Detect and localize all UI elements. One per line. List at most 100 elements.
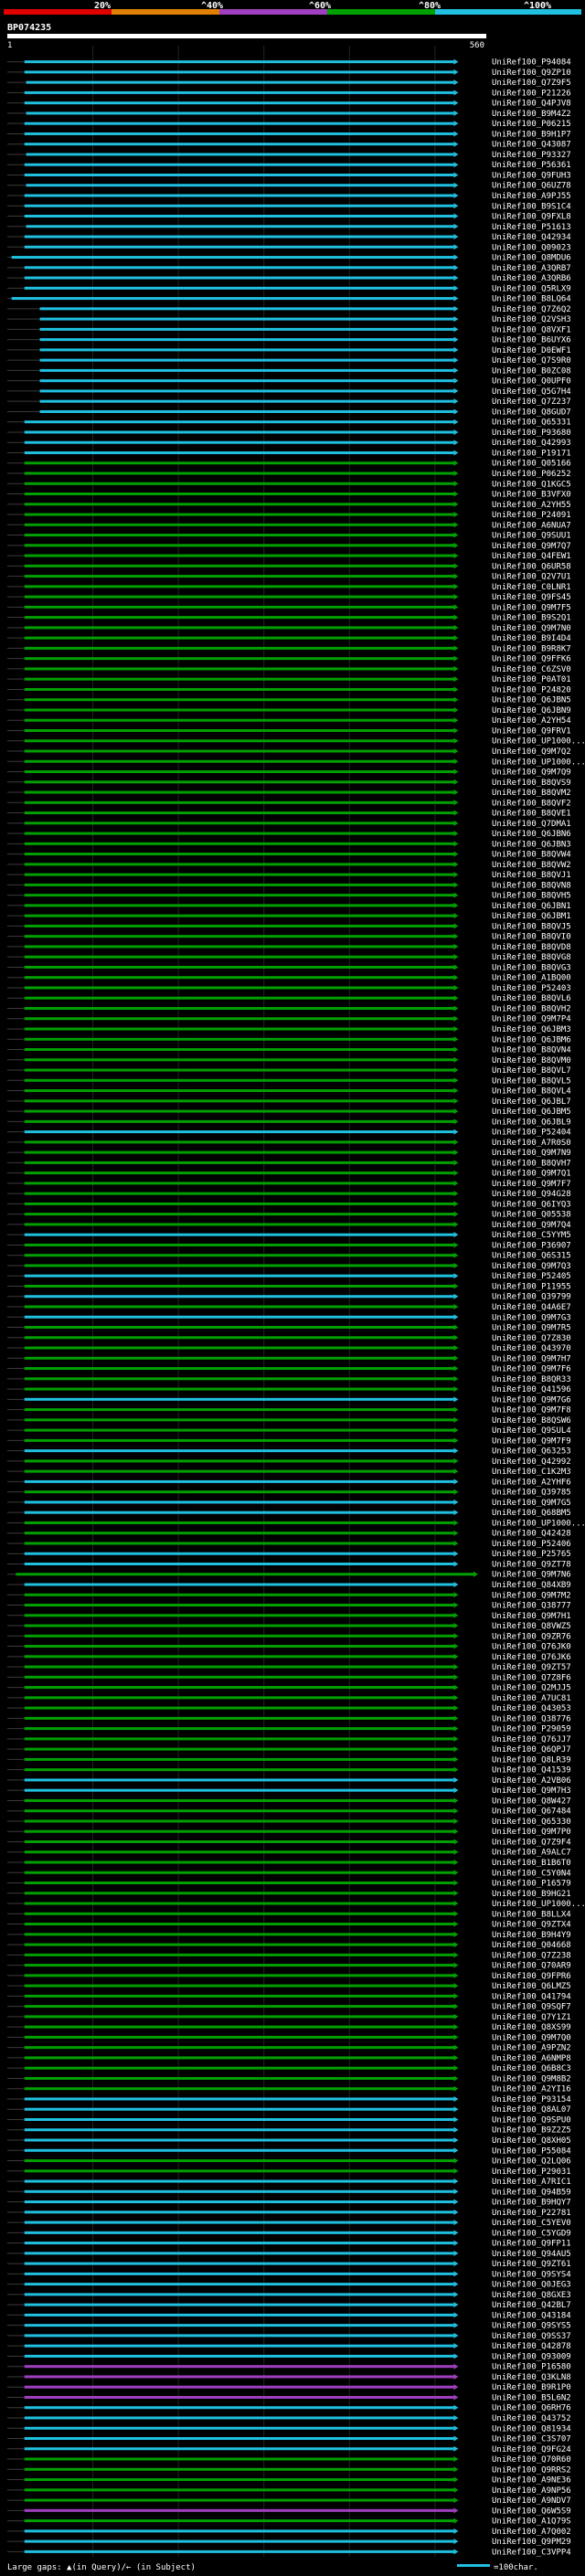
hit-row[interactable]: UniRef100_Q6JBM3 [7,1025,571,1034]
hit-row[interactable]: UniRef100_Q9FUH3 [7,171,571,180]
hit-label[interactable]: UniRef100_Q8LR39 [492,1755,571,1765]
hit-row[interactable]: UniRef100_Q8GXE3 [7,2291,571,2300]
hit-row[interactable]: UniRef100_Q2MJJ5 [7,1684,571,1693]
hit-row[interactable]: UniRef100_Q6JBM5 [7,1108,571,1117]
hit-bar[interactable] [24,1675,454,1679]
hit-row[interactable]: UniRef100_Q42BL7 [7,2301,571,2310]
hit-row[interactable]: UniRef100_Q9M7Q4 [7,1221,571,1230]
hit-row[interactable]: UniRef100_Q4A6E7 [7,1303,571,1312]
hit-label[interactable]: UniRef100_B8QVJ5 [492,922,571,931]
hit-label[interactable]: UniRef100_Q8VXF1 [492,325,571,334]
hit-bar[interactable] [26,225,454,228]
hit-bar[interactable] [24,1768,454,1772]
hit-label[interactable]: UniRef100_B1B6T0 [492,1859,571,1868]
hit-row[interactable]: UniRef100_Q6JBL9 [7,1118,571,1127]
hit-bar[interactable] [24,286,454,290]
hit-row[interactable]: UniRef100_Q9ZP10 [7,69,571,78]
hit-bar[interactable] [24,924,454,928]
hit-bar[interactable] [24,1387,454,1391]
hit-row[interactable]: UniRef100_A9NE36 [7,2476,571,2486]
hit-label[interactable]: UniRef100_B9R8K7 [492,644,571,653]
hit-row[interactable]: UniRef100_Q9M7Q9 [7,769,571,778]
hit-bar[interactable] [24,1706,454,1710]
hit-bar[interactable] [24,493,454,496]
hit-label[interactable]: UniRef100_P93154 [492,2095,571,2104]
hit-row[interactable]: UniRef100_Q9M7G6 [7,1395,571,1405]
hit-label[interactable]: UniRef100_Q0UPF0 [492,377,571,387]
hit-label[interactable]: UniRef100_B9M4Z2 [492,110,571,119]
hit-label[interactable]: UniRef100_Q8GUD7 [492,408,571,417]
hit-label[interactable]: UniRef100_P94084 [492,58,571,68]
hit-label[interactable]: UniRef100_Q41596 [492,1385,571,1394]
hit-row[interactable]: UniRef100_B5L6N2 [7,2393,571,2402]
hit-row[interactable]: UniRef100_P24820 [7,685,571,694]
hit-row[interactable]: UniRef100_Q7DMA1 [7,820,571,829]
hit-label[interactable]: UniRef100_Q2VSH3 [492,315,571,324]
hit-row[interactable]: UniRef100_Q7Z9F5 [7,79,571,88]
hit-row[interactable]: UniRef100_Q6QPJ7 [7,1745,571,1754]
hit-label[interactable]: UniRef100_A3QRB7 [492,264,571,273]
hit-label[interactable]: UniRef100_B8QVD8 [492,943,571,952]
hit-row[interactable]: UniRef100_Q9M7P4 [7,1015,571,1024]
hit-label[interactable]: UniRef100_B0ZC08 [492,366,571,376]
hit-bar[interactable] [11,297,454,301]
hit-row[interactable]: UniRef100_B9M4Z2 [7,110,571,119]
hit-bar[interactable] [24,1428,454,1432]
hit-row[interactable]: UniRef100_P29059 [7,1725,571,1734]
hit-label[interactable]: UniRef100_Q9M8B2 [492,2074,571,2083]
hit-label[interactable]: UniRef100_P52406 [492,1540,571,1549]
hit-bar[interactable] [24,749,454,753]
hit-row[interactable]: UniRef100_Q9ZR76 [7,1632,571,1641]
hit-bar[interactable] [24,2303,454,2306]
hit-row[interactable]: UniRef100_B8QVS9 [7,779,571,788]
hit-row[interactable]: UniRef100_Q7Z8F6 [7,1673,571,1682]
hit-bar[interactable] [39,389,454,393]
hit-label[interactable]: UniRef100_Q6JBM6 [492,1035,571,1044]
hit-row[interactable]: UniRef100_B8QVF2 [7,799,571,808]
hit-label[interactable]: UniRef100_Q42428 [492,1530,571,1539]
hit-bar[interactable] [24,935,454,938]
hit-bar[interactable] [24,2406,454,2410]
hit-row[interactable]: UniRef100_C0LNR1 [7,583,571,592]
hit-row[interactable]: UniRef100_Q9M7Q0 [7,2033,571,2042]
hit-row[interactable]: UniRef100_Q9FG24 [7,2445,571,2454]
hit-row[interactable]: UniRef100_Q9FPR6 [7,1972,571,1981]
hit-bar[interactable] [24,790,454,794]
hit-bar[interactable] [24,800,454,804]
hit-label[interactable]: UniRef100_Q9M7Q7 [492,542,571,551]
hit-label[interactable]: UniRef100_C5YEV0 [492,2219,571,2228]
hit-bar[interactable] [24,1017,454,1021]
hit-label[interactable]: UniRef100_P0AT01 [492,675,571,684]
hit-row[interactable]: UniRef100_A2VB06 [7,1776,571,1786]
hit-bar[interactable] [24,1006,454,1010]
hit-bar[interactable] [24,1624,454,1627]
hit-row[interactable]: UniRef100_A6NMP8 [7,2054,571,2063]
hit-row[interactable]: UniRef100_A3QRB6 [7,274,571,283]
hit-bar[interactable] [24,822,454,825]
hit-bar[interactable] [24,894,454,897]
hit-bar[interactable] [24,1150,454,1154]
hit-label[interactable]: UniRef100_Q9SYS5 [492,2322,571,2331]
hit-row[interactable]: UniRef100_P52403 [7,984,571,993]
hit-row[interactable]: UniRef100_B9R1P0 [7,2383,571,2392]
hit-row[interactable]: UniRef100_Q9SQF7 [7,2003,571,2012]
hit-bar[interactable] [24,2148,454,2152]
hit-label[interactable]: UniRef100_B8QSW6 [492,1416,571,1426]
hit-row[interactable]: UniRef100_Q9SYS5 [7,2322,571,2331]
hit-row[interactable]: UniRef100_Q1KGC5 [7,480,571,489]
hit-label[interactable]: UniRef100_B8QVE1 [492,810,571,819]
hit-row[interactable]: UniRef100_A1Q79S [7,2518,571,2527]
hit-row[interactable]: UniRef100_C3S707 [7,2435,571,2444]
hit-bar[interactable] [24,1716,454,1720]
hit-label[interactable]: UniRef100_Q9ZT78 [492,1560,571,1569]
hit-label[interactable]: UniRef100_B8LQ64 [492,295,571,304]
hit-bar[interactable] [24,1356,454,1360]
hit-label[interactable]: UniRef100_B8QVI0 [492,933,571,942]
hit-row[interactable]: UniRef100_Q93009 [7,2352,571,2361]
hit-row[interactable]: UniRef100_Q9RRS2 [7,2465,571,2475]
hit-bar[interactable] [24,1809,454,1813]
hit-label[interactable]: UniRef100_A7RIC1 [492,2178,571,2187]
hit-row[interactable]: UniRef100_Q9ZTX4 [7,1921,571,1930]
hit-row[interactable]: UniRef100_Q9M7N9 [7,1149,571,1158]
hit-label[interactable]: UniRef100_Q8XH05 [492,2136,571,2146]
